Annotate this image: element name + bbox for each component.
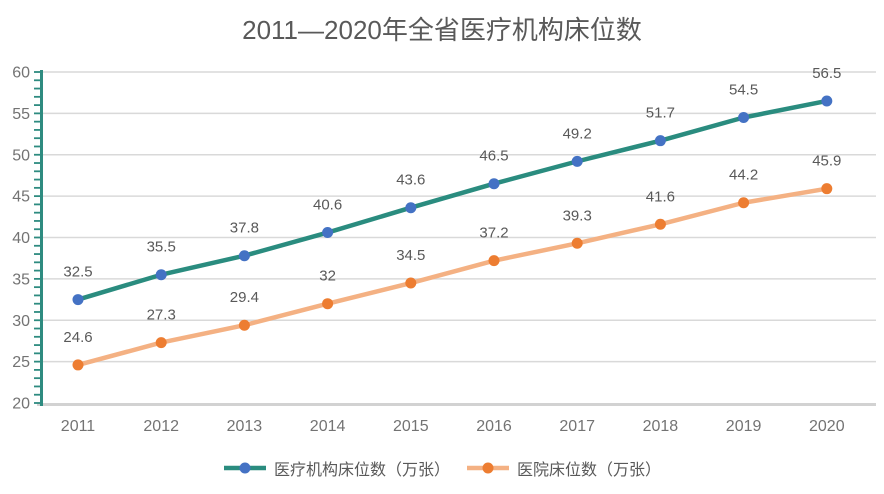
data-point-series-1	[238, 250, 250, 262]
series-line-2	[75, 186, 830, 368]
data-point-series-1	[571, 155, 583, 167]
data-point-series-2	[238, 319, 250, 331]
y-tick-label: 40	[12, 230, 30, 247]
data-label-series-2: 24.6	[63, 329, 92, 346]
data-label-series-1: 43.6	[396, 172, 425, 189]
x-tick-label: 2017	[559, 418, 595, 435]
data-label-series-2: 39.3	[563, 207, 592, 224]
x-tick-label: 2012	[143, 418, 179, 435]
data-point-series-1	[322, 227, 334, 239]
chart-legend: 医疗机构床位数（万张） 医院床位数（万张）	[0, 456, 884, 480]
data-label-series-1: 32.5	[63, 264, 92, 281]
legend-swatch-hospital-beds	[467, 462, 509, 474]
data-point-series-2	[72, 359, 84, 371]
x-tick-label: 2014	[310, 418, 346, 435]
data-label-series-1: 51.7	[646, 105, 675, 122]
data-point-series-1	[72, 294, 84, 306]
data-label-series-1: 56.5	[812, 65, 841, 82]
x-tick-label: 2016	[476, 418, 512, 435]
data-label-series-1: 40.6	[313, 197, 342, 214]
x-tick-label: 2019	[726, 418, 762, 435]
data-label-series-1: 37.8	[230, 220, 259, 237]
data-label-series-2: 27.3	[147, 307, 176, 324]
y-tick-label: 55	[12, 106, 30, 123]
data-point-series-2	[322, 298, 334, 310]
y-tick-label: 60	[12, 65, 30, 82]
data-point-series-2	[488, 255, 500, 267]
x-tick-label: 2011	[61, 418, 96, 435]
x-tick-label: 2015	[393, 418, 429, 435]
data-label-series-2: 44.2	[729, 167, 758, 184]
data-point-series-2	[654, 218, 666, 230]
y-tick-label: 20	[12, 396, 30, 413]
x-tick-label: 2018	[643, 418, 679, 435]
chart-title: 2011—2020年全省医疗机构床位数	[242, 15, 642, 45]
y-tick-label: 50	[12, 147, 30, 164]
data-point-series-2	[821, 183, 833, 195]
legend-marker-icon	[482, 462, 494, 474]
y-tick-label: 25	[12, 354, 30, 371]
data-label-series-2: 45.9	[812, 153, 841, 170]
data-point-series-2	[571, 237, 583, 249]
data-point-series-2	[738, 197, 750, 209]
legend-item-hospital-beds: 医院床位数（万张）	[466, 456, 661, 480]
x-tick-label: 2020	[809, 418, 845, 435]
data-point-series-1	[488, 178, 500, 190]
data-point-series-1	[654, 135, 666, 147]
y-tick-label: 35	[12, 271, 30, 288]
legend-marker-icon	[239, 462, 251, 474]
y-tick-label: 30	[12, 313, 30, 330]
data-label-series-2: 29.4	[230, 289, 259, 306]
data-point-series-1	[405, 202, 417, 214]
data-point-series-2	[155, 337, 167, 349]
legend-label-medical-institution-beds: 医疗机构床位数（万张）	[273, 462, 450, 479]
data-point-series-1	[821, 95, 833, 107]
data-label-series-1: 49.2	[563, 125, 592, 142]
data-label-series-2: 32	[319, 268, 336, 285]
data-label-series-2: 41.6	[646, 188, 675, 205]
data-label-series-2: 37.2	[479, 225, 508, 242]
legend-item-medical-institution-beds: 医疗机构床位数（万张）	[223, 456, 450, 480]
legend-swatch-medical-institution-beds	[223, 462, 266, 474]
legend-label-hospital-beds: 医院床位数（万张）	[517, 462, 662, 479]
y-tick-label: 45	[12, 189, 30, 206]
data-label-series-1: 46.5	[479, 148, 508, 165]
data-label-series-1: 35.5	[147, 239, 176, 256]
series-line-1	[75, 98, 830, 302]
data-point-series-2	[405, 277, 417, 289]
data-point-series-1	[155, 269, 167, 281]
data-label-series-2: 34.5	[396, 247, 425, 264]
x-tick-label: 2013	[227, 418, 263, 435]
data-label-series-1: 54.5	[729, 82, 758, 99]
data-point-series-1	[738, 112, 750, 124]
